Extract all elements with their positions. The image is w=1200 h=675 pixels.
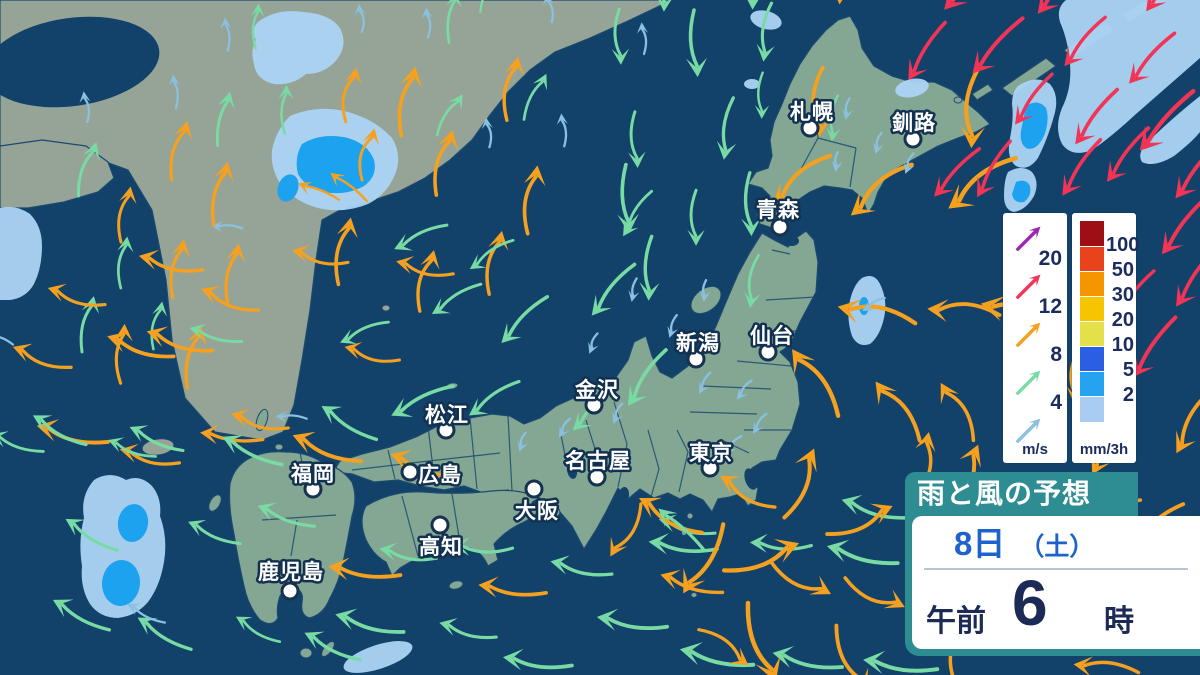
time-period-label: 午前 [926, 605, 986, 638]
city-marker [758, 342, 778, 362]
city-label: 高知 [419, 535, 463, 559]
time-unit-label: 時 [1104, 605, 1134, 638]
legend-wind-arrow-20 [1016, 226, 1041, 251]
city-marker [430, 515, 450, 535]
city-marker [686, 349, 706, 369]
city-marker [903, 129, 923, 149]
city-label: 広島 [418, 463, 462, 487]
panel-body-frame: 8日 （土） 午前 6 時 [905, 516, 1200, 656]
city-label: 名古屋 [565, 449, 631, 473]
city-marker [524, 479, 544, 499]
weekday-value: （土） [1019, 533, 1095, 561]
rain-threshold-value: 20 [1111, 309, 1134, 331]
legend-wind-arrow-8 [1016, 322, 1041, 347]
legend-wind-arrow-4 [1016, 370, 1041, 395]
city-label: 釧路 [892, 111, 936, 135]
city-marker [436, 420, 456, 440]
forecast-info-panel: 雨と風の予想 8日 （土） 午前 6 時 [905, 472, 1200, 656]
city-marker [800, 118, 820, 138]
forecast-date: 8日 （土） [912, 516, 1200, 568]
city-label: 仙台 [750, 324, 794, 348]
rain-threshold-value: 10 [1111, 334, 1134, 356]
panel-body: 8日 （土） 午前 6 時 [912, 516, 1200, 649]
city-marker [700, 458, 720, 478]
city-marker [587, 467, 607, 487]
wind-speed-value: 8 [1050, 343, 1062, 366]
date-value: 8日 [954, 525, 1006, 562]
city-marker [770, 217, 790, 237]
time-hour-value: 6 [1012, 567, 1048, 639]
city-label: 札幌 [789, 100, 834, 124]
city-label: 東京 [689, 441, 733, 465]
city-marker [303, 479, 323, 499]
city-marker [584, 395, 604, 415]
panel-title: 雨と風の予想 [905, 472, 1138, 516]
panel-divider [924, 568, 1188, 570]
wind-speed-legend: m/s 20 12 8 4 [1003, 213, 1067, 463]
city-label: 新潟 [676, 331, 720, 355]
city-label: 青森 [756, 199, 800, 222]
rain-color-swatch [1080, 321, 1104, 347]
legend-wind-arrow-12 [1016, 274, 1041, 299]
city-label: 金沢 [574, 378, 619, 402]
rain-threshold-value: 100 [1106, 234, 1140, 256]
forecast-time: 午前 6 時 [912, 567, 1200, 647]
rain-scale-legend: mm/3h 100 50 30 20 10 5 2 [1072, 213, 1140, 463]
city-label: 松江 [425, 403, 469, 427]
rain-threshold-value: 50 [1111, 259, 1134, 281]
rain-color-swatch [1080, 271, 1104, 297]
rain-color-swatch [1080, 221, 1104, 246]
wind-unit-label: m/s [1022, 441, 1048, 458]
rain-color-swatch [1080, 371, 1104, 397]
wind-speed-value: 12 [1038, 295, 1062, 318]
rain-color-swatch [1080, 346, 1104, 372]
rain-color-swatch [1080, 246, 1104, 272]
city-marker [280, 581, 300, 601]
rain-threshold-value: 5 [1122, 359, 1134, 381]
rain-threshold-value: 2 [1122, 384, 1134, 406]
rain-color-swatch [1080, 296, 1104, 322]
bays-and-lakes [0, 16, 799, 511]
city-label: 福岡 [290, 463, 335, 486]
wind-speed-value: 4 [1050, 391, 1062, 414]
city-label: 大阪 [515, 500, 559, 523]
city-marker [400, 462, 420, 482]
rain-unit-label: mm/3h [1079, 441, 1129, 458]
rain-color-swatch [1080, 396, 1104, 422]
wind-speed-value: 20 [1038, 247, 1062, 270]
prefecture-borders [261, 89, 857, 557]
legend-panels: m/s 20 12 8 4 mm/3h 100 50 30 20 10 5 2 [1003, 213, 1140, 463]
rain-threshold-value: 30 [1111, 284, 1134, 306]
city-label: 鹿児島 [258, 560, 324, 584]
legend-wind-arrow-calm [1016, 418, 1041, 443]
